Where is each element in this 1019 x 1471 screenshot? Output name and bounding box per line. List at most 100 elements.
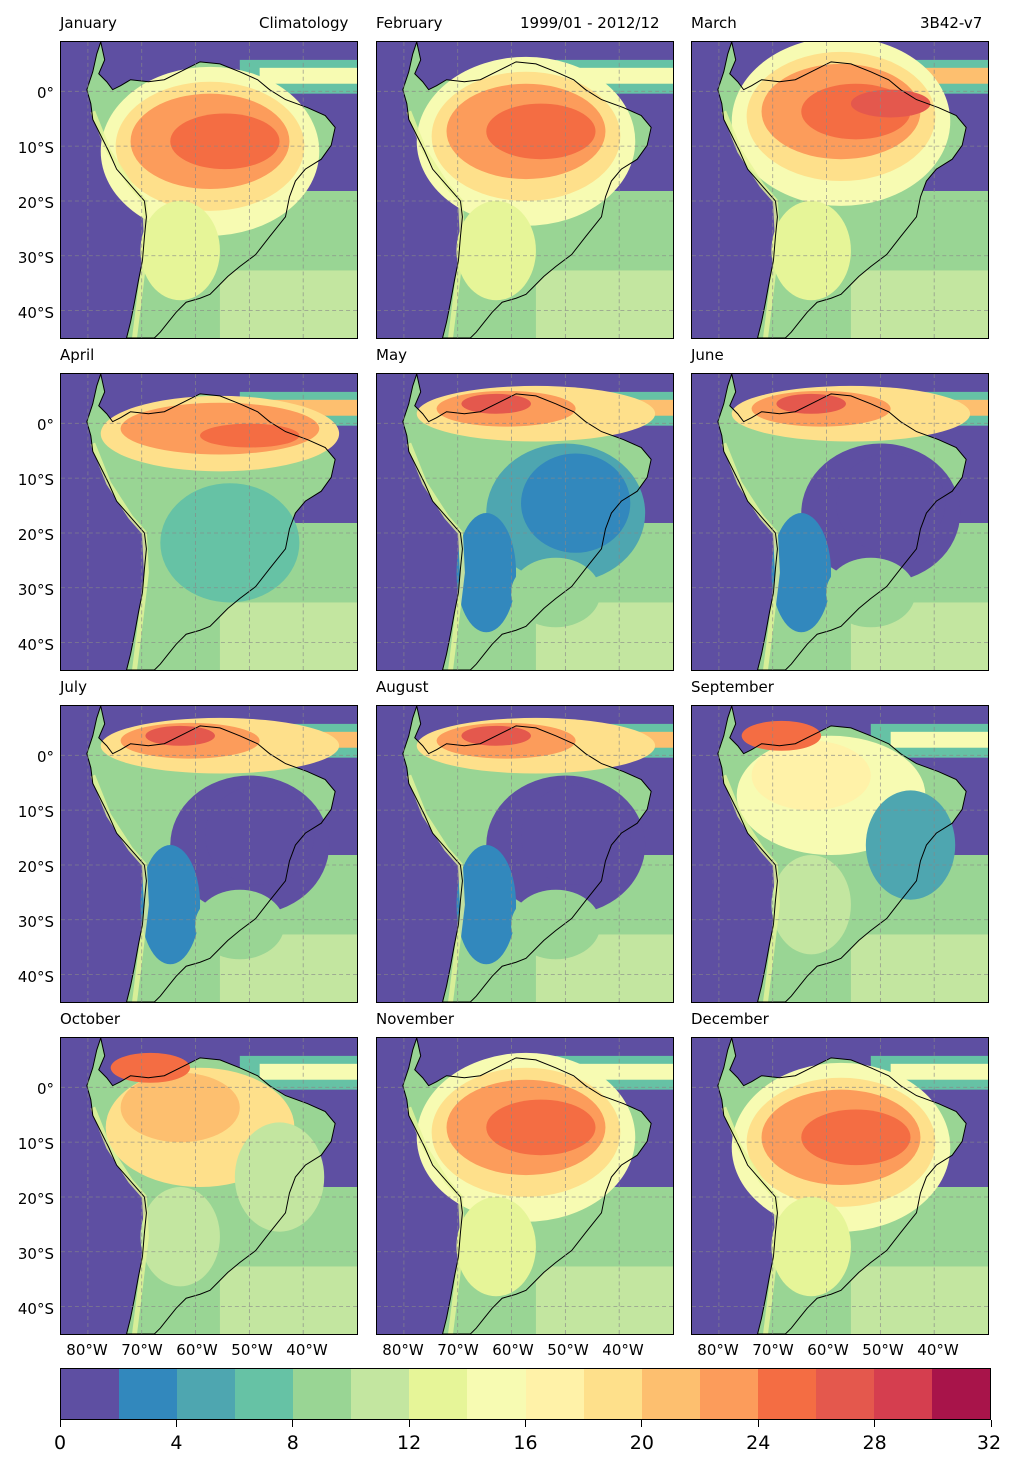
colorbar-tick-label: 28 <box>862 1432 887 1454</box>
lon-label: 40°W <box>286 1341 328 1359</box>
colorbar-segment <box>467 1369 526 1419</box>
panel-title-april: April <box>60 346 95 364</box>
precip-contour-map <box>692 42 988 338</box>
lon-label: 60°W <box>807 1341 849 1359</box>
lon-label: 70°W <box>121 1341 163 1359</box>
lat-label: 40°S <box>17 968 54 986</box>
precip-contour-map <box>377 1038 673 1334</box>
colorbar-segment <box>873 1369 932 1419</box>
colorbar-tick-label: 24 <box>746 1432 771 1454</box>
lat-label: 10°S <box>17 803 54 821</box>
colorbar-tick <box>408 1420 410 1427</box>
lat-label: 20°S <box>17 526 54 544</box>
panel-title-november: November <box>376 1010 455 1028</box>
panel-title-december: December <box>691 1010 769 1028</box>
panel-title-march: March <box>691 14 737 32</box>
colorbar-tick-label: 32 <box>976 1432 1002 1454</box>
header-date-range: 1999/01 - 2012/12 <box>520 14 660 32</box>
lat-label: 20°S <box>17 194 54 212</box>
lat-label: 20°S <box>17 1190 54 1208</box>
header-climatology: Climatology <box>259 14 349 32</box>
precip-contour-map <box>692 374 988 670</box>
precip-contour-map <box>692 706 988 1002</box>
panel-title-august: August <box>376 678 429 696</box>
colorbar-tick <box>874 1420 876 1427</box>
lat-label: 30°S <box>17 249 54 267</box>
lon-label: 40°W <box>602 1341 644 1359</box>
lon-label: 50°W <box>231 1341 273 1359</box>
panel-title-february: February <box>376 14 443 32</box>
lat-label: 40°S <box>17 636 54 654</box>
colorbar-segment <box>641 1369 700 1419</box>
lat-label: 30°S <box>17 913 54 931</box>
header-product: 3B42-v7 <box>920 14 983 32</box>
precip-contour-map <box>692 1038 988 1334</box>
lat-label: 0° <box>36 84 54 102</box>
colorbar-segment <box>409 1369 468 1419</box>
colorbar-segment <box>699 1369 758 1419</box>
colorbar-segment <box>931 1369 990 1419</box>
lat-label: 30°S <box>17 581 54 599</box>
lat-label: 0° <box>36 748 54 766</box>
lat-label: 30°S <box>17 1245 54 1263</box>
panel-title-january: January <box>60 14 117 32</box>
colorbar-tick <box>525 1420 526 1427</box>
colorbar-tick <box>292 1420 294 1427</box>
map-panel-august <box>376 705 674 1003</box>
colorbar-segment <box>177 1369 236 1419</box>
panel-title-may: May <box>376 346 408 364</box>
lat-label: 20°S <box>17 858 54 876</box>
lon-label: 80°W <box>697 1341 739 1359</box>
map-panel-april <box>60 373 358 671</box>
colorbar-tick-label: 8 <box>286 1432 299 1454</box>
precip-contour-map <box>377 374 673 670</box>
colorbar <box>60 1368 991 1420</box>
lon-label: 70°W <box>437 1341 479 1359</box>
lon-label: 80°W <box>382 1341 424 1359</box>
lon-label: 60°W <box>176 1341 218 1359</box>
colorbar-tick-label: 0 <box>53 1432 67 1454</box>
colorbar-segment <box>119 1369 178 1419</box>
lat-label: 40°S <box>17 304 54 322</box>
precip-contour-map <box>61 42 357 338</box>
lon-label: 60°W <box>492 1341 534 1359</box>
map-panel-may <box>376 373 674 671</box>
colorbar-segment <box>583 1369 642 1419</box>
precip-contour-map <box>377 706 673 1002</box>
lon-label: 50°W <box>862 1341 904 1359</box>
precip-contour-map <box>377 42 673 338</box>
colorbar-segment <box>235 1369 294 1419</box>
lon-label: 40°W <box>917 1341 959 1359</box>
colorbar-segment <box>61 1369 120 1419</box>
map-panel-january <box>60 41 358 339</box>
panel-title-september: September <box>691 678 774 696</box>
panel-title-june: June <box>691 346 724 364</box>
map-panel-february <box>376 41 674 339</box>
precip-contour-map <box>61 706 357 1002</box>
colorbar-tick <box>757 1420 759 1427</box>
lat-label: 10°S <box>17 139 54 157</box>
map-panel-november <box>376 1037 674 1335</box>
colorbar-segment <box>815 1369 874 1419</box>
lat-label: 10°S <box>17 1135 54 1153</box>
lat-label: 40°S <box>17 1300 54 1318</box>
colorbar-segment <box>525 1369 584 1419</box>
precip-contour-map <box>61 374 357 670</box>
colorbar-tick-label: 12 <box>397 1432 422 1454</box>
colorbar-segment <box>757 1369 816 1419</box>
map-panel-october <box>60 1037 358 1335</box>
map-panel-june <box>691 373 989 671</box>
lon-label: 80°W <box>66 1341 108 1359</box>
lat-label: 0° <box>36 1080 54 1098</box>
lat-label: 0° <box>36 416 54 434</box>
colorbar-segment <box>351 1369 410 1419</box>
colorbar-tick-label: 20 <box>629 1432 654 1454</box>
colorbar-tick-label: 16 <box>513 1432 538 1454</box>
panel-title-october: October <box>60 1010 121 1028</box>
colorbar-tick-label: 4 <box>170 1432 183 1454</box>
colorbar-tick <box>59 1420 61 1427</box>
map-panel-march <box>691 41 989 339</box>
map-panel-december <box>691 1037 989 1335</box>
lon-label: 50°W <box>547 1341 589 1359</box>
lon-label: 70°W <box>752 1341 794 1359</box>
